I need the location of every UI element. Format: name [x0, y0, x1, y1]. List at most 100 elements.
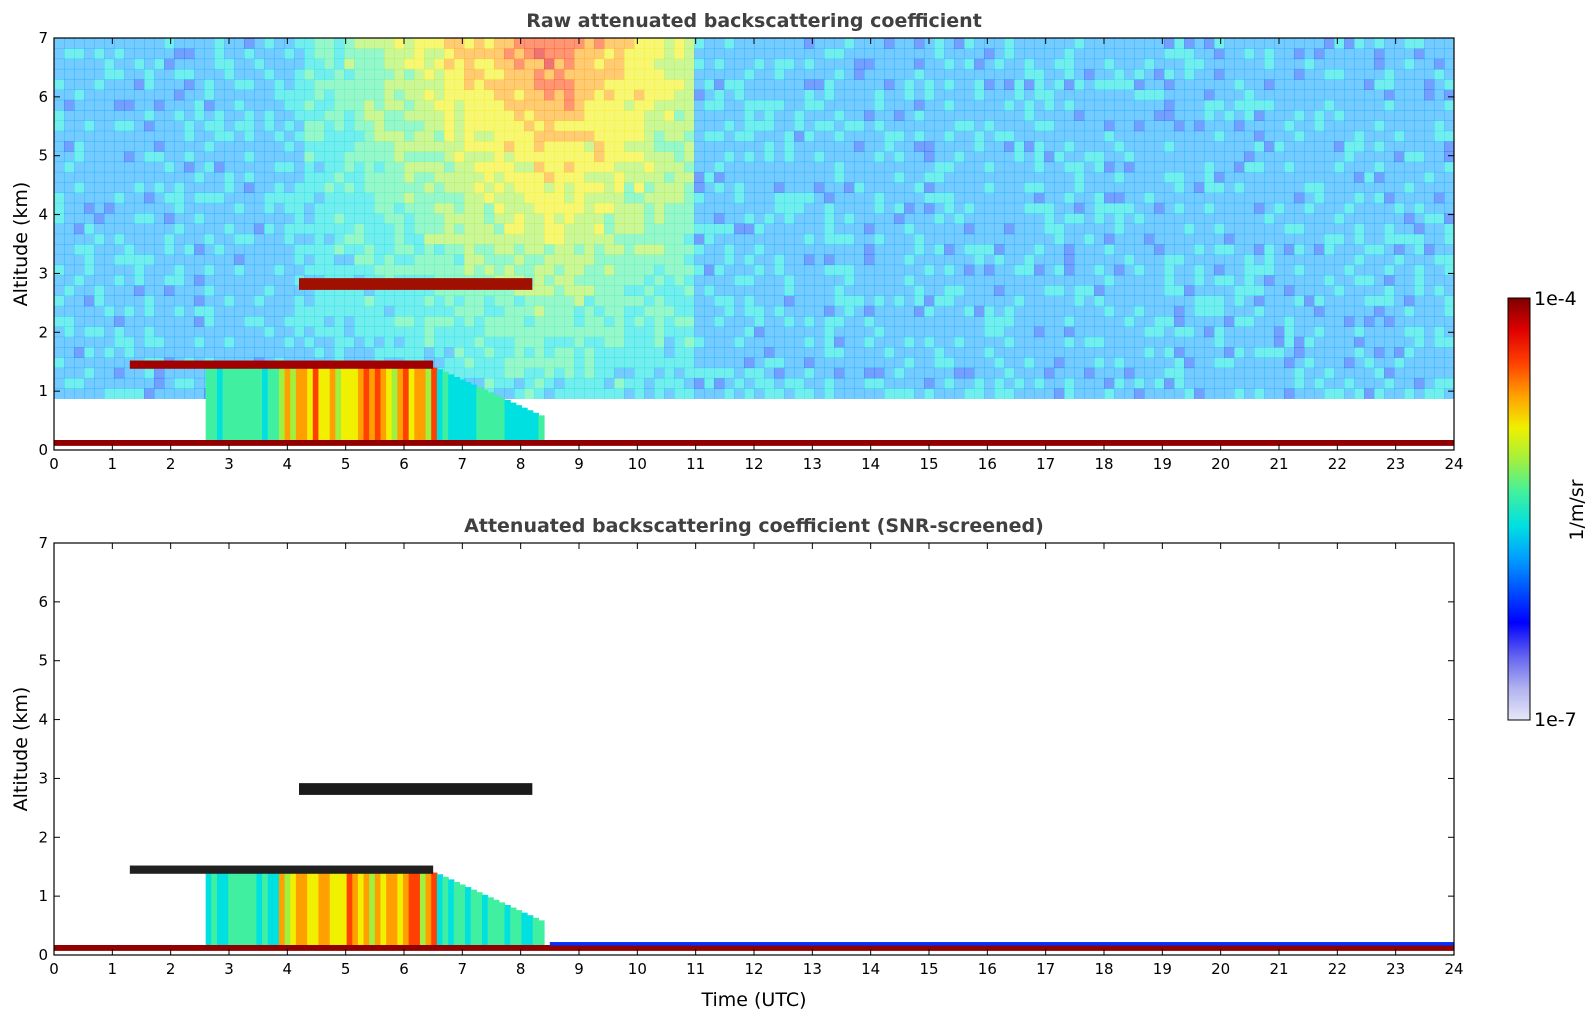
noise-cell: [1054, 377, 1065, 389]
noise-cell: [994, 244, 1005, 255]
noise-cell: [124, 367, 135, 379]
noise-cell: [284, 182, 295, 193]
noise-cell: [54, 151, 65, 163]
noise-cell: [964, 120, 975, 132]
noise-cell: [574, 357, 585, 369]
x-tick-label: 6: [399, 455, 409, 473]
noise-cell: [1134, 367, 1145, 379]
noise-cell: [644, 264, 655, 276]
noise-cell: [1324, 99, 1335, 111]
noise-cell: [604, 120, 615, 132]
noise-cell: [664, 357, 675, 369]
noise-cell: [1094, 58, 1105, 70]
noise-cell: [1254, 305, 1265, 317]
noise-cell: [994, 151, 1005, 163]
noise-cell: [1194, 316, 1205, 327]
noise-cell: [1164, 38, 1175, 49]
noise-cell: [904, 151, 915, 163]
noise-cell: [434, 192, 445, 204]
noise-cell: [1184, 79, 1195, 90]
aerosol-column: [318, 367, 325, 445]
noise-cell: [694, 244, 705, 255]
noise-cell: [274, 336, 285, 348]
noise-cell: [704, 202, 715, 214]
noise-cell: [1184, 233, 1195, 245]
noise-cell: [1184, 171, 1195, 183]
noise-cell: [774, 130, 785, 142]
noise-cell: [454, 182, 465, 193]
noise-cell: [804, 130, 815, 142]
noise-cell: [634, 213, 645, 224]
noise-cell: [464, 141, 475, 152]
noise-cell: [754, 233, 765, 245]
noise-cell: [444, 171, 455, 183]
noise-cell: [164, 336, 175, 348]
noise-cell: [514, 182, 525, 193]
noise-cell: [944, 192, 955, 204]
noise-cell: [1374, 192, 1385, 204]
noise-cell: [1204, 213, 1215, 224]
noise-cell: [384, 223, 395, 235]
noise-cell: [1184, 223, 1195, 235]
noise-cell: [1054, 38, 1065, 49]
noise-cell: [814, 38, 825, 49]
noise-cell: [334, 326, 345, 338]
noise-cell: [234, 192, 245, 204]
noise-cell: [184, 316, 195, 327]
noise-cell: [834, 99, 845, 111]
noise-cell: [294, 182, 305, 193]
noise-cell: [594, 347, 605, 358]
noise-cell: [524, 130, 535, 142]
noise-cell: [414, 151, 425, 163]
noise-cell: [454, 130, 465, 142]
noise-cell: [1084, 367, 1095, 379]
noise-cell: [474, 264, 485, 276]
noise-cell: [464, 68, 475, 80]
noise-cell: [1044, 244, 1055, 255]
noise-cell: [1064, 202, 1075, 214]
noise-cell: [1094, 295, 1105, 307]
noise-cell: [474, 151, 485, 163]
noise-cell: [724, 336, 735, 348]
noise-cell: [1244, 161, 1255, 173]
noise-cell: [144, 254, 155, 266]
noise-cell: [794, 274, 805, 286]
noise-cell: [644, 192, 655, 204]
noise-cell: [1434, 182, 1445, 193]
noise-cell: [284, 336, 295, 348]
noise-cell: [214, 202, 225, 214]
noise-cell: [604, 89, 615, 101]
noise-cell: [1224, 295, 1235, 307]
noise-cell: [484, 99, 495, 111]
noise-cell: [714, 233, 725, 245]
noise-cell: [1064, 38, 1075, 49]
noise-cell: [334, 151, 345, 163]
noise-cell: [254, 244, 265, 255]
noise-cell: [1324, 141, 1335, 152]
noise-cell: [504, 264, 515, 276]
noise-cell: [594, 223, 605, 235]
noise-cell: [1024, 264, 1035, 276]
noise-cell: [1414, 58, 1425, 70]
noise-cell: [784, 254, 795, 266]
noise-cell: [874, 202, 885, 214]
noise-cell: [454, 336, 465, 348]
noise-cell: [254, 38, 265, 49]
noise-cell: [394, 110, 405, 121]
noise-cell: [314, 79, 325, 90]
noise-cell: [784, 202, 795, 214]
noise-cell: [1124, 141, 1135, 152]
noise-cell: [934, 326, 945, 338]
noise-cell: [454, 141, 465, 152]
noise-cell: [1184, 48, 1195, 60]
noise-cell: [1394, 58, 1405, 70]
noise-cell: [874, 233, 885, 245]
noise-cell: [414, 192, 425, 204]
noise-cell: [744, 48, 755, 60]
noise-cell: [454, 295, 465, 307]
noise-cell: [1154, 305, 1165, 317]
noise-cell: [1394, 357, 1405, 369]
noise-cell: [564, 305, 575, 317]
noise-cell: [444, 58, 455, 70]
noise-cell: [704, 48, 715, 60]
